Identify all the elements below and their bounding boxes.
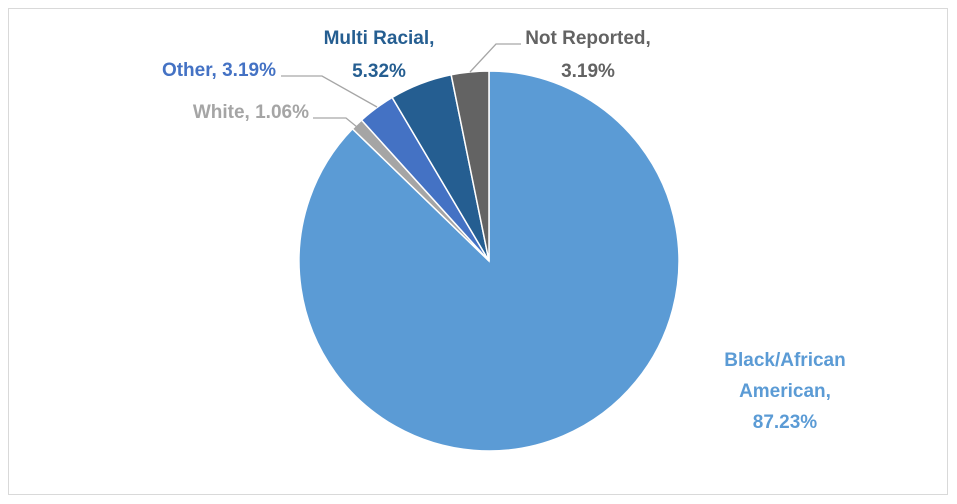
leader-line-white (313, 117, 358, 128)
data-label-multi-racial: Multi Racial, 5.32% (324, 28, 435, 82)
data-label-white: White, 1.06% (193, 102, 309, 123)
data-label-not-reported: Not Reported, 3.19% (525, 28, 651, 82)
leader-lines (281, 43, 521, 128)
leader-line-not-reported (469, 43, 521, 73)
data-labels: Black/African American, 87.23% White, 1.06%… (162, 28, 846, 433)
data-label-other: Other, 3.19% (162, 60, 276, 81)
leader-line-other (281, 75, 378, 108)
data-label-black-african-american: Black/African American, 87.23% (724, 350, 845, 433)
pie-slices (298, 70, 680, 452)
